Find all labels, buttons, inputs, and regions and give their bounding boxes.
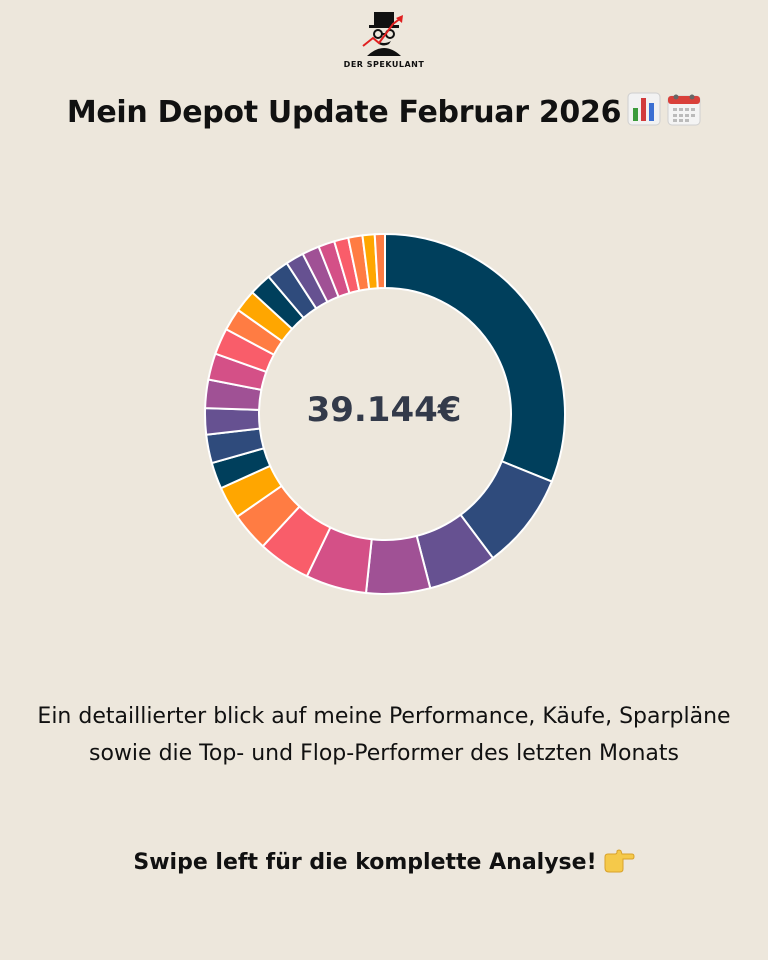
cta-label: Swipe left für die komplette Analyse! xyxy=(133,850,597,875)
description-text: Ein detaillierter blick auf meine Perfor… xyxy=(37,704,731,766)
bar-chart-icon xyxy=(627,92,661,134)
pointing-right-icon xyxy=(603,848,635,880)
page-title: Mein Depot Update Februar 2026 xyxy=(0,92,768,134)
donut-center-total: 39.144€ xyxy=(306,390,462,430)
brand-logo: DER SPEKULANT xyxy=(334,10,434,70)
brand-name: DER SPEKULANT xyxy=(343,60,425,69)
cta-text: Swipe left für die komplette Analyse! xyxy=(0,848,768,880)
donut-chart xyxy=(204,232,566,595)
spekulant-logo-icon xyxy=(362,12,403,56)
title-text: Mein Depot Update Februar 2026 xyxy=(66,95,622,130)
calendar-icon xyxy=(667,92,701,134)
donut-slice-1 xyxy=(384,232,566,483)
donut-slice-25 xyxy=(373,232,386,290)
